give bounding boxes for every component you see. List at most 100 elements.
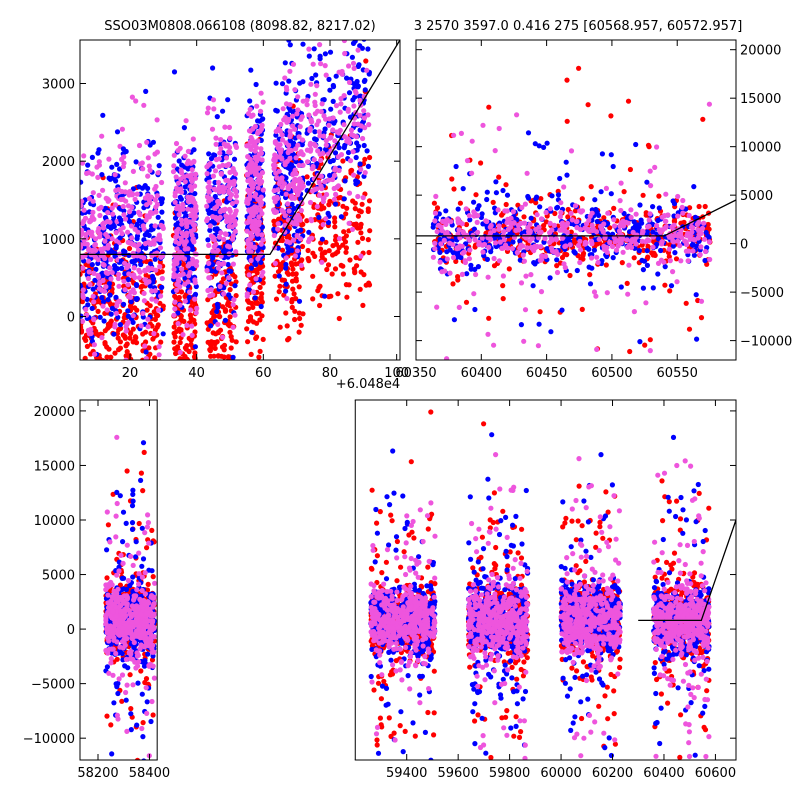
point-pink [252,218,258,224]
point-pink [254,226,260,232]
point-blue [357,127,363,133]
point-pink [189,167,195,173]
point-red [624,280,630,286]
point-pink [181,256,188,262]
point-pink [617,198,623,204]
point-pink [249,160,255,166]
point-blue [357,161,363,167]
point-pink [183,217,189,223]
point-blue [317,53,323,59]
point-pink [349,226,356,232]
point-red [324,266,330,273]
point-blue [644,248,650,254]
point-pink [132,274,138,281]
point-red [325,262,332,268]
point-blue [248,265,254,271]
point-pink [648,183,654,189]
point-red [490,199,496,205]
point-pink [225,142,231,148]
point-pink [272,209,278,215]
point-pink [522,201,529,207]
point-blue [286,40,292,43]
point-pink [434,304,440,310]
point-blue [350,97,356,103]
point-pink [294,185,301,191]
point-pink [531,248,537,254]
point-pink [259,232,265,238]
point-red [127,335,133,341]
point-blue [283,281,289,287]
point-red [130,326,136,332]
point-pink [299,137,306,143]
point-red [355,239,361,245]
point-pink [473,271,479,278]
point-red [332,224,338,230]
point-pink [90,190,96,196]
point-pink [101,220,107,226]
point-pink [361,108,367,114]
point-red [450,281,456,287]
point-pink [252,193,258,199]
point-pink [171,163,177,169]
point-pink [176,277,182,283]
point-red [304,218,310,224]
y-tick-label: 1000 [42,233,75,248]
point-blue [599,151,606,157]
point-pink [218,137,224,143]
point-red [228,345,234,351]
point-pink [287,68,293,74]
point-pink [190,221,196,228]
point-red [449,176,455,182]
point-blue [356,143,362,149]
point-pink [151,331,157,337]
point-red [246,299,252,305]
point-blue [258,303,264,310]
point-pink [464,158,471,164]
point-pink [630,229,636,235]
point-red [277,283,283,289]
point-blue [279,190,285,196]
point-pink [333,191,339,197]
point-pink [104,307,110,313]
point-red [172,293,178,299]
point-blue [654,241,660,247]
point-red [276,289,282,295]
point-pink [156,234,162,240]
point-blue [273,107,279,113]
point-red [120,332,126,338]
point-red [363,58,369,64]
point-pink [86,331,92,337]
point-pink [215,199,221,205]
point-pink [188,229,194,235]
point-pink [86,247,92,253]
point-red [205,339,211,345]
point-red [177,339,183,346]
point-blue [633,141,639,148]
scatter-points-bottom [103,409,712,760]
point-pink [90,247,96,253]
point-blue [333,73,339,79]
point-pink [577,208,583,214]
point-pink [312,99,318,105]
point-pink [192,277,198,283]
point-blue [271,226,277,232]
point-pink [258,90,264,96]
point-pink [539,257,545,263]
point-pink [218,230,224,236]
point-pink [247,230,254,236]
point-pink [695,227,701,233]
point-pink [126,271,132,277]
point-pink [463,206,469,212]
point-red [216,329,222,335]
point-blue [437,236,443,243]
point-blue [121,301,127,307]
point-blue [464,271,470,277]
point-pink [230,166,236,172]
point-pink [143,217,149,223]
point-red [332,266,339,272]
point-blue [689,242,696,248]
point-blue [247,98,253,104]
point-pink [588,255,595,261]
point-red [176,326,182,332]
point-blue [287,42,293,48]
